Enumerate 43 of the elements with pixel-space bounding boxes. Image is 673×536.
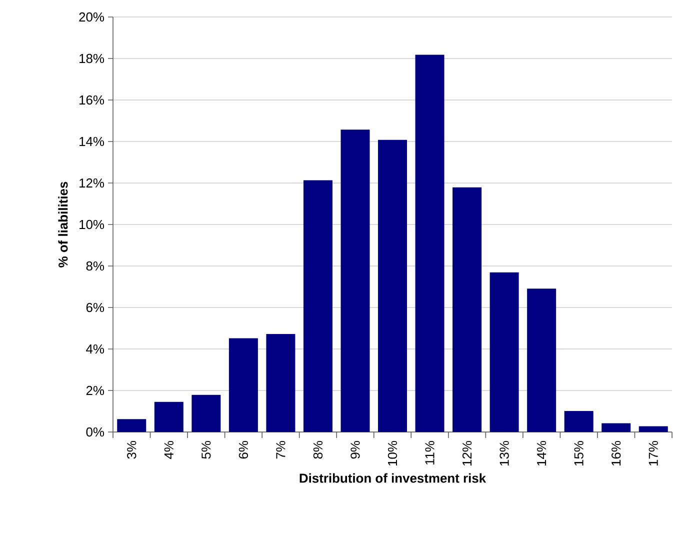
x-tick-label: 8% (313, 440, 323, 459)
x-tick-label: 10% (388, 440, 398, 466)
y-tick-label: 2% (86, 386, 104, 396)
bar (527, 288, 556, 432)
y-tick-label: 12% (80, 178, 104, 188)
x-tick-label: 13% (500, 440, 509, 466)
x-tick-label: 12% (462, 440, 472, 466)
y-tick-label: 6% (86, 302, 104, 312)
x-tick-label: 5% (202, 440, 211, 459)
bar (266, 334, 296, 432)
y-tick-label: 10% (80, 220, 104, 230)
x-tick-label: 17% (648, 440, 658, 466)
bar (490, 272, 519, 432)
y-tick-label: 0% (86, 427, 104, 437)
x-tick-label: 14% (537, 440, 546, 466)
bar (228, 338, 258, 432)
bar (154, 402, 184, 432)
y-tick-label: 14% (80, 136, 104, 146)
x-tick-label: 7% (276, 440, 286, 459)
y-tick-label: 20% (79, 12, 104, 22)
x-tick-label: 3% (127, 440, 136, 459)
bar (452, 187, 482, 432)
bar (117, 419, 146, 432)
bar (340, 130, 370, 432)
bar (602, 423, 631, 432)
x-axis-title: Distribution of investment risk (300, 473, 486, 483)
x-tick-label: 6% (238, 440, 248, 459)
bar (415, 54, 444, 432)
y-axis-title: % of liabilities (58, 182, 68, 268)
bar (564, 411, 594, 432)
x-tick-label: 11% (425, 440, 434, 464)
x-tick-label: 16% (612, 440, 621, 466)
bar (192, 394, 221, 432)
x-tick-label: 9% (350, 440, 360, 459)
bar (303, 180, 332, 432)
x-tick-label: 15% (574, 440, 584, 466)
bar (378, 140, 408, 432)
y-tick-label: 18% (80, 54, 104, 64)
y-tick-label: 4% (86, 344, 104, 354)
bar (638, 426, 668, 432)
y-tick-label: 8% (86, 261, 104, 271)
y-tick-label: 16% (80, 95, 104, 105)
x-tick-label: 4% (164, 440, 174, 459)
